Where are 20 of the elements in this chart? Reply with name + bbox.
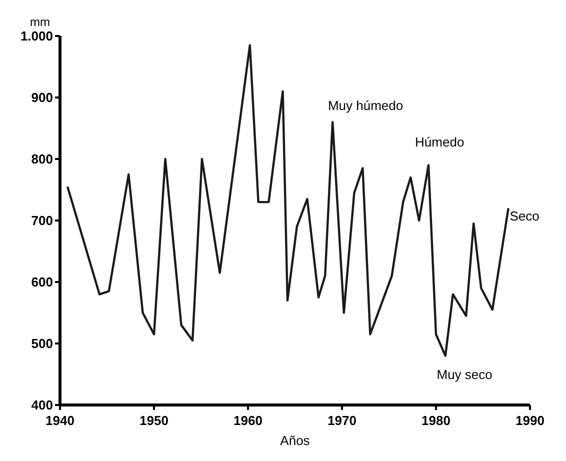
y-tick-label: 700: [31, 213, 53, 228]
x-axis-title: Años: [280, 433, 310, 448]
x-tick-label: 1940: [46, 413, 74, 428]
y-axis-title: mm: [30, 15, 50, 29]
x-tick-label: 1960: [234, 413, 262, 428]
annotation: Muy seco: [436, 367, 492, 382]
x-tick-label: 1950: [140, 413, 168, 428]
y-tick-label: 1.000: [20, 28, 53, 44]
x-tick-label: 1990: [516, 413, 544, 428]
y-tick-label: 400: [31, 398, 53, 413]
y-tick-label: 500: [31, 336, 53, 352]
y-tick-label: 600: [31, 274, 53, 290]
line-series: [66, 44, 510, 357]
annotation: Húmedo: [415, 134, 464, 150]
y-tick-label: 900: [31, 90, 53, 106]
x-tick-label: 1970: [328, 413, 356, 428]
y-tick-label: 800: [31, 152, 53, 167]
annotation: Muy húmedo: [328, 98, 404, 113]
x-tick-label: 1980: [422, 413, 450, 428]
annotation: Seco: [510, 208, 540, 224]
